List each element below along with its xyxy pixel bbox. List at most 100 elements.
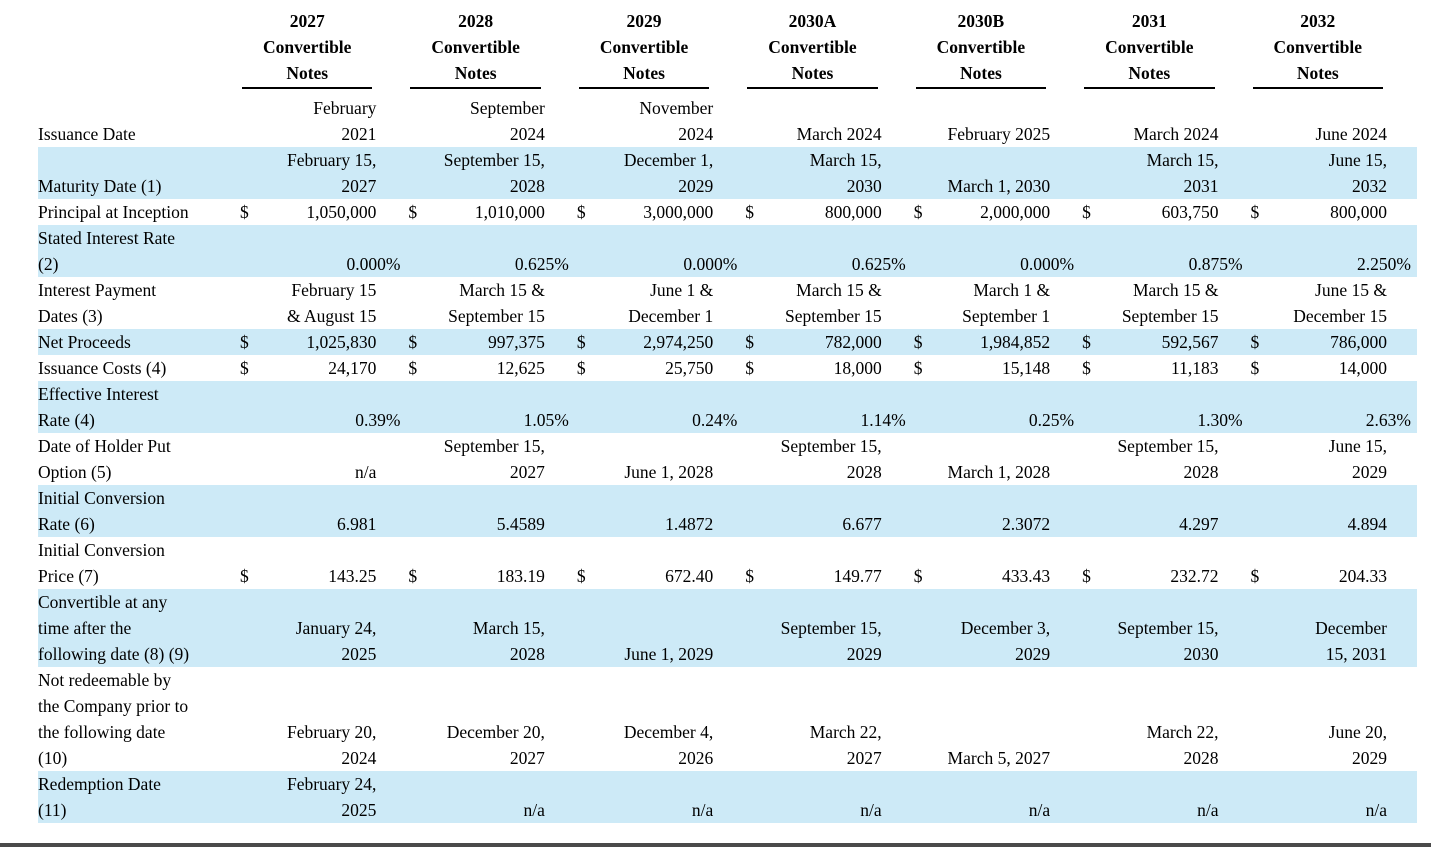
row-label: Effective Interest Rate (4) (38, 384, 159, 430)
column-header-text: 2027 (289, 11, 325, 31)
amount-value: 11,183 (1171, 358, 1219, 378)
cell-value: March 15, 2030 (809, 150, 882, 196)
percent-value: 1.30% (1197, 410, 1243, 430)
column-header-2027: 2027 Convertible Notes (238, 8, 406, 89)
amount-value: 232.72 (1170, 566, 1219, 586)
table-cell: $433.43 (912, 537, 1080, 589)
header-row: 2027 Convertible Notes 2028 Convertible Notes… (38, 8, 1417, 89)
amount-value: 672.40 (665, 566, 714, 586)
amount-value: 2,974,250 (643, 332, 714, 352)
currency-symbol: $ (240, 332, 249, 352)
cell-value: n/a (1028, 800, 1051, 820)
cell-value: June 20, 2029 (1328, 722, 1387, 768)
cell-value: February 2025 (947, 124, 1051, 144)
table-cell: $592,567 (1080, 329, 1248, 355)
column-header-underline: 2032 Convertible Notes (1252, 8, 1383, 89)
currency-symbol: $ (1082, 332, 1091, 352)
amount-value: 1,050,000 (306, 202, 377, 222)
cell-value: March 15 & September 15 (1121, 280, 1219, 326)
column-header-underline: 2029 Convertible Notes (578, 8, 710, 89)
cell-value: 1.4872 (665, 514, 714, 534)
cell-value: March 15, 2031 (1146, 150, 1219, 196)
table-cell: $18,000 (743, 355, 911, 381)
cell-value: September 15, 2028 (443, 150, 545, 196)
table-row: Issuance Date February 2021 September 2024… (38, 89, 1417, 147)
currency-symbol: $ (408, 566, 418, 586)
currency-symbol: $ (745, 332, 755, 352)
amount-value: 433.43 (1001, 566, 1051, 586)
table-row: Not redeemable by the Company prior to t… (38, 667, 1417, 771)
currency-symbol: $ (745, 358, 755, 378)
table-cell: $25,750 (575, 355, 743, 381)
cell-value: March 15 & September 15 (448, 280, 545, 326)
bottom-rule-divider (0, 843, 1431, 847)
row-label: Issuance Date (38, 124, 136, 144)
row-label: Convertible at any time after the follow… (38, 592, 190, 664)
percent-value: 1.14% (860, 410, 906, 430)
column-header-text: Notes (960, 63, 1002, 83)
currency-symbol: $ (576, 358, 586, 378)
currency-symbol: $ (913, 358, 923, 378)
table-cell: $149.77 (743, 537, 911, 589)
percent-value: 0.000% (683, 254, 738, 274)
cell-value: June 1 & December 1 (628, 280, 714, 326)
cell-value: June 15, 2032 (1328, 150, 1387, 196)
currency-symbol: $ (1250, 332, 1260, 352)
column-header-text: Notes (1296, 63, 1339, 83)
column-header-2029: 2029 Convertible Notes (575, 8, 743, 89)
cell-value: March 1, 2030 (947, 176, 1051, 196)
row-label: Not redeemable by the Company prior to t… (38, 670, 189, 768)
currency-symbol: $ (745, 202, 755, 222)
cell-value: June 2024 (1315, 124, 1387, 144)
column-header-underline: 2027 Convertible Notes (242, 8, 373, 89)
currency-symbol: $ (576, 566, 586, 586)
table-row: Maturity Date (1) February 15, 2027 Septem… (38, 147, 1417, 199)
amount-value: 782,000 (824, 332, 882, 352)
table-cell: $786,000 (1249, 329, 1417, 355)
cell-value: n/a (860, 800, 882, 820)
cell-value: September 15, 2028 (1117, 436, 1219, 482)
cell-value: March 22, 2028 (1146, 722, 1219, 768)
column-header-2032: 2032 Convertible Notes (1249, 8, 1417, 89)
percent-value: 0.39% (355, 410, 401, 430)
column-header-text: 2030B (957, 11, 1005, 31)
table-row: Date of Holder Put Option (5) n/a Septembe… (38, 433, 1417, 485)
row-label: Date of Holder Put Option (5) (38, 436, 171, 482)
currency-symbol: $ (913, 332, 923, 352)
cell-value: 6.981 (337, 514, 377, 534)
table-cell: $1,025,830 (238, 329, 406, 355)
cell-value: March 15 & September 15 (784, 280, 882, 326)
table-body: Issuance Date February 2021 September 2024… (38, 89, 1417, 823)
table-row: Interest Payment Dates (3) February 15 & … (38, 277, 1417, 329)
amount-value: 149.77 (833, 566, 882, 586)
cell-value: February 2021 (313, 98, 377, 144)
cell-value: March 2024 (796, 124, 882, 144)
amount-value: 15,148 (1001, 358, 1051, 378)
currency-symbol: $ (408, 332, 418, 352)
table-cell: $14,000 (1249, 355, 1417, 381)
percent-value: 0.24% (692, 410, 738, 430)
cell-value: December 3, 2029 (960, 618, 1051, 664)
cell-value: December 4, 2026 (623, 722, 714, 768)
column-header-text: Convertible (1273, 37, 1362, 57)
table-cell: $143.25 (238, 537, 406, 589)
amount-value: 3,000,000 (643, 202, 714, 222)
cell-value: February 24, 2025 (286, 774, 377, 820)
currency-symbol: $ (408, 202, 418, 222)
percent-value: 0.875% (1188, 254, 1243, 274)
percent-value: 0.625% (514, 254, 569, 274)
currency-symbol: $ (913, 202, 923, 222)
amount-value: 800,000 (824, 202, 882, 222)
column-header-text: Notes (454, 63, 497, 83)
cell-value: March 5, 2027 (947, 748, 1051, 768)
document-page: 2027 Convertible Notes 2028 Convertible Notes… (0, 8, 1431, 847)
table-row: Initial Conversion Price (7) $143.25 $183.… (38, 537, 1417, 589)
table-cell: $3,000,000 (575, 199, 743, 225)
percent-value: 0.000% (346, 254, 401, 274)
cell-value: June 15 & December 15 (1293, 280, 1387, 326)
column-header-underline: 2028 Convertible Notes (410, 8, 541, 89)
column-header-text: Convertible (431, 37, 520, 57)
row-label: Interest Payment Dates (3) (38, 280, 157, 326)
cell-value: January 24, 2025 (295, 618, 377, 664)
currency-symbol: $ (745, 566, 755, 586)
